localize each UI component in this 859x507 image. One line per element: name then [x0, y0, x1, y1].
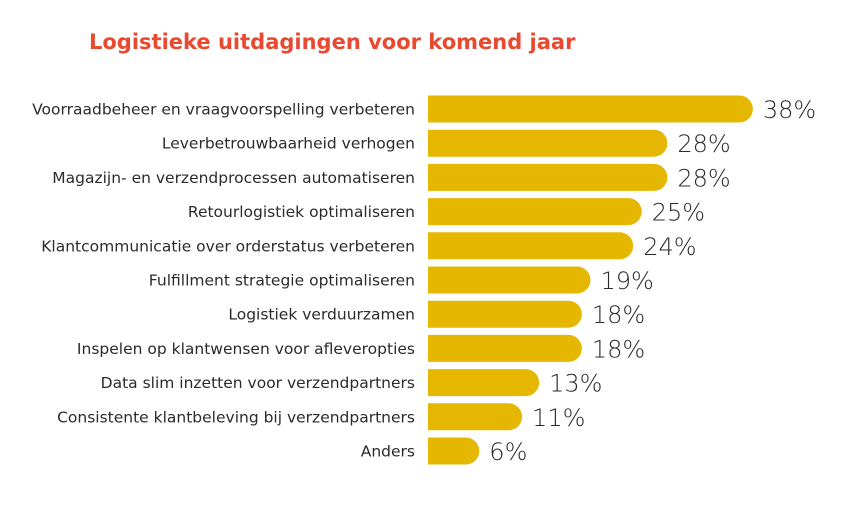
bar-10 [428, 403, 523, 431]
value-label: 24% [643, 233, 696, 261]
category-label: Magazijn- en verzendprocessen automatise… [52, 169, 415, 187]
bar-6 [428, 266, 591, 294]
value-label: 28% [677, 164, 730, 192]
value-label: 25% [652, 199, 705, 227]
bar-5 [428, 232, 634, 260]
category-label: Fulfillment strategie optimaliseren [149, 272, 415, 290]
value-label: 18% [592, 301, 645, 329]
value-label: 13% [549, 370, 602, 398]
value-label: 6% [489, 438, 527, 466]
value-label: 38% [763, 96, 816, 124]
bar-7 [428, 300, 582, 328]
bar-1 [428, 95, 753, 123]
category-label: Data slim inzetten voor verzendpartners [101, 374, 415, 392]
value-label: 28% [677, 130, 730, 158]
bar-11 [428, 437, 480, 465]
bar-2 [428, 129, 668, 157]
bar-4 [428, 198, 642, 226]
bar-9 [428, 369, 540, 397]
value-label: 19% [600, 267, 653, 295]
category-label: Inspelen op klantwensen voor afleveropti… [77, 340, 415, 358]
category-label: Leverbetrouwbaarheid verhogen [162, 135, 415, 153]
bar-8 [428, 334, 582, 362]
category-label: Logistiek verduurzamen [228, 306, 415, 324]
bar-3 [428, 163, 668, 191]
value-label: 11% [532, 404, 585, 432]
category-label: Anders [361, 443, 415, 461]
value-label: 18% [592, 335, 645, 363]
category-label: Retourlogistiek optimaliseren [188, 203, 415, 221]
category-label: Consistente klantbeleving bij verzendpar… [57, 408, 415, 426]
category-label: Voorraadbeheer en vraagvoorspelling verb… [32, 101, 415, 119]
chart-title: Logistieke uitdagingen voor komend jaar [89, 30, 576, 54]
category-label: Klantcommunicatie over orderstatus verbe… [41, 237, 415, 255]
